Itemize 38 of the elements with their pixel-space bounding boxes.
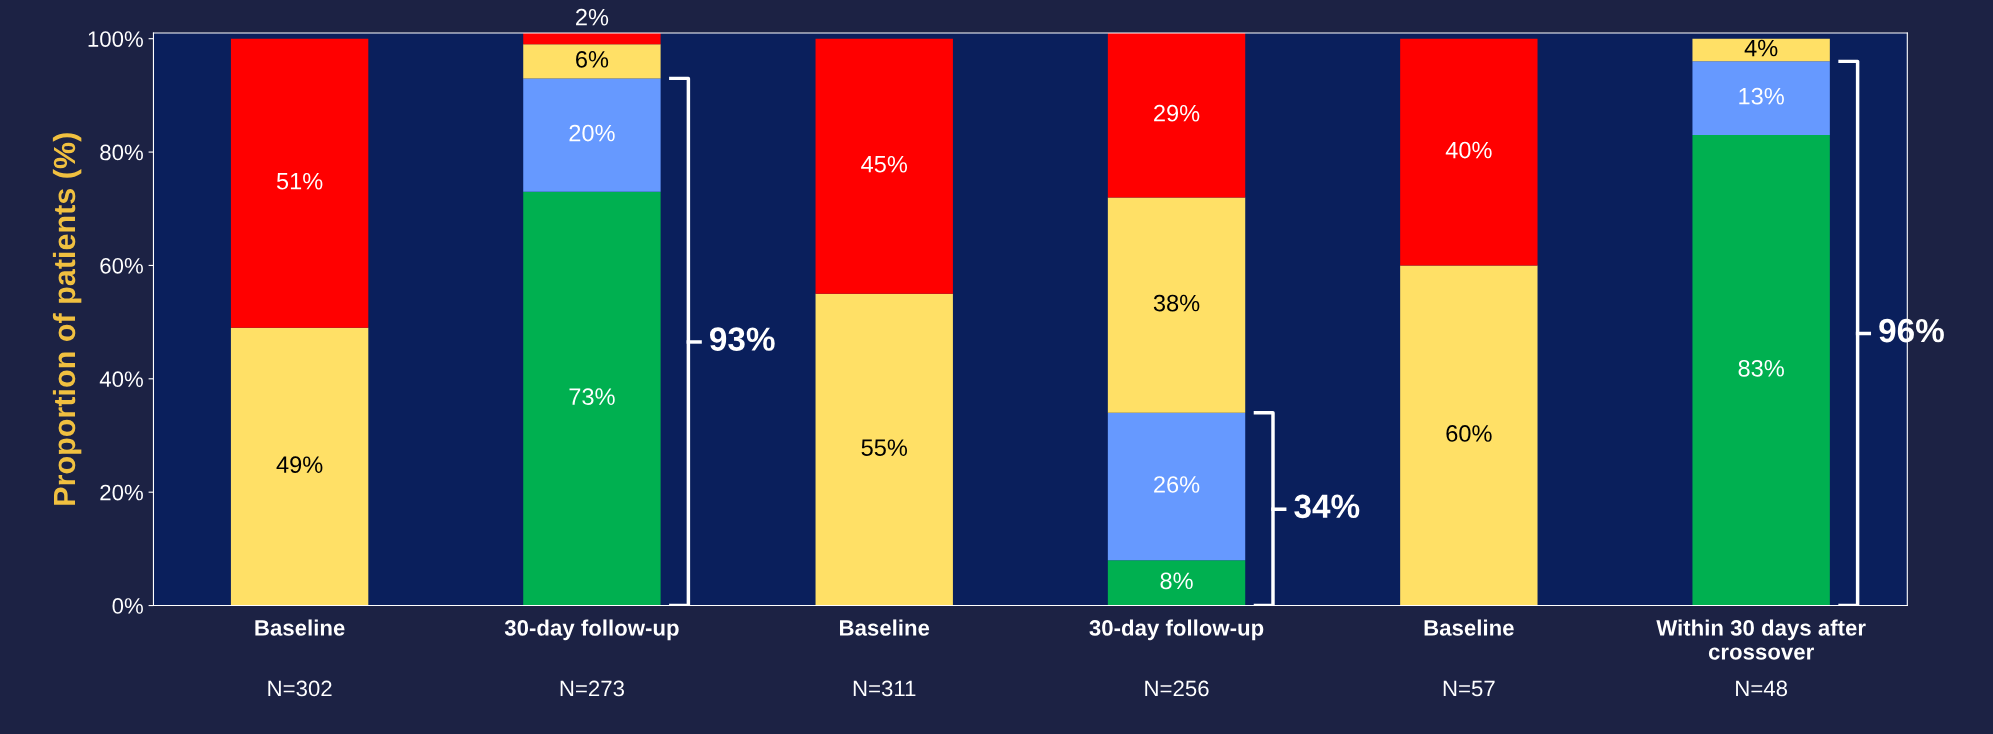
annotation: 34% — [1294, 494, 1360, 519]
y-tick-label: 60% — [100, 257, 143, 274]
x-tick-label: Baseline — [840, 619, 930, 636]
y-tick-label: 0% — [112, 598, 143, 614]
data-label: 45% — [861, 155, 908, 173]
x-tick-label: 30-day follow-up — [504, 619, 679, 641]
text: N=273 — [560, 680, 624, 697]
y-tick-label: 20% — [100, 484, 143, 501]
y-tick-label: 100% — [88, 31, 143, 47]
data-label: 13% — [1739, 87, 1784, 105]
y-tick-label: 80% — [100, 144, 143, 161]
data-label: 60% — [1446, 425, 1492, 442]
text: N=302 — [268, 680, 332, 697]
text: N=256 — [1145, 680, 1209, 697]
data-label: 83% — [1738, 359, 1784, 377]
x-tick-label: Baseline — [255, 619, 345, 636]
data-label: 40% — [1445, 141, 1492, 159]
text: N=48 — [1736, 680, 1788, 697]
annotation: 93% — [710, 327, 775, 351]
data-label: 38% — [1153, 294, 1200, 312]
data-label: 73% — [569, 388, 615, 405]
data-label: 51% — [276, 172, 323, 190]
data-label: 29% — [1154, 104, 1200, 122]
data-label: 4% — [1744, 39, 1778, 57]
y-tick-label: 40% — [99, 371, 143, 388]
y-axis-title: Proportion of patients (%) — [52, 133, 82, 505]
data-label: 8% — [1160, 572, 1193, 590]
data-label: 55% — [861, 439, 908, 456]
data-label: 2% — [576, 8, 609, 26]
data-label: 6% — [576, 50, 609, 68]
x-tick-label: 30-day follow-up — [1089, 619, 1264, 641]
data-label: 49% — [276, 456, 323, 474]
data-label: 26% — [1154, 476, 1200, 493]
text: N=311 — [853, 680, 916, 697]
data-label: 20% — [569, 124, 615, 142]
x-tick-label: Within 30 days after crossover — [1656, 619, 1866, 660]
text: N=57 — [1443, 680, 1495, 697]
x-tick-label: Baseline — [1424, 619, 1514, 636]
